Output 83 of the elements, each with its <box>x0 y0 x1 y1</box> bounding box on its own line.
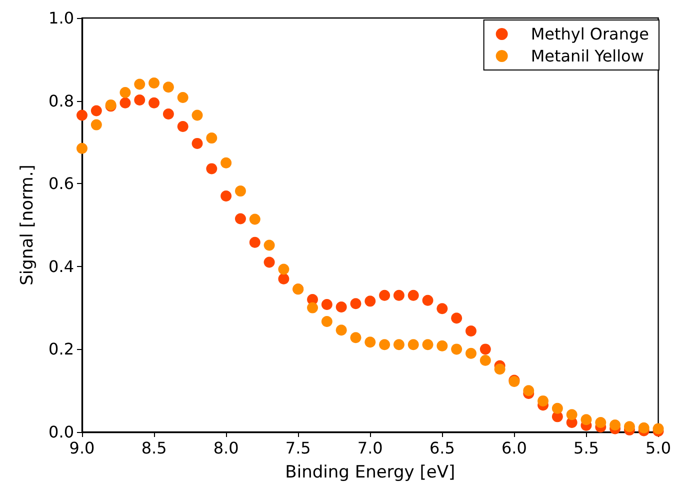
y-tick-label: 0.4 <box>48 256 74 276</box>
x-tick-label: 6.5 <box>429 438 455 458</box>
point <box>538 395 549 406</box>
point <box>148 78 160 88</box>
point <box>408 339 419 350</box>
point <box>595 416 606 428</box>
point <box>206 132 218 144</box>
point <box>120 87 131 98</box>
y-tick-label: 0.6 <box>48 174 74 194</box>
point <box>134 94 146 106</box>
point <box>364 296 376 307</box>
x-tick-label: 9.0 <box>69 438 95 458</box>
point <box>566 409 578 420</box>
point <box>162 108 174 120</box>
point <box>206 163 218 174</box>
point <box>234 186 246 197</box>
point <box>624 421 635 432</box>
x-tick-label: 8.5 <box>141 438 167 458</box>
point <box>192 138 203 149</box>
point <box>321 298 332 310</box>
y-tick-label: 0.0 <box>48 422 74 442</box>
point <box>249 236 260 248</box>
y-tick-label: 0.8 <box>48 91 74 110</box>
point <box>321 316 332 327</box>
point <box>264 256 275 268</box>
point <box>364 336 376 348</box>
x-tick-label: 6.0 <box>501 438 527 458</box>
point <box>76 110 88 121</box>
y-tick-label: 1.0 <box>48 8 74 28</box>
point <box>278 273 290 284</box>
point <box>336 301 347 312</box>
point <box>177 92 188 103</box>
point <box>192 110 203 121</box>
point <box>220 157 232 168</box>
point <box>552 402 563 414</box>
point <box>393 339 404 350</box>
point <box>148 97 160 108</box>
x-tick-label: 5.5 <box>574 438 599 458</box>
legend-label: Metanil Yellow <box>530 46 644 66</box>
x-axis-title: Binding Energy [eV] <box>285 462 456 482</box>
point <box>90 105 102 116</box>
point <box>134 78 146 90</box>
point <box>234 213 246 224</box>
point <box>278 264 290 275</box>
point <box>307 302 318 314</box>
point <box>638 422 650 434</box>
x-tick-label: 5.0 <box>646 438 672 458</box>
point <box>480 344 491 355</box>
point <box>580 414 592 426</box>
point <box>451 312 462 324</box>
point <box>408 290 419 301</box>
point <box>220 190 232 202</box>
point <box>466 325 476 336</box>
y-axis-title: Signal [norm.] <box>18 164 38 286</box>
point <box>177 120 188 132</box>
point <box>436 303 448 314</box>
point <box>523 385 534 396</box>
point <box>422 339 434 350</box>
point <box>90 119 102 130</box>
x-tick-label: 7.5 <box>285 438 311 458</box>
y-tick-label: 0.2 <box>48 340 74 359</box>
point <box>466 348 476 359</box>
point <box>120 97 131 108</box>
point <box>451 344 462 355</box>
point <box>336 324 347 336</box>
point <box>422 294 434 306</box>
point <box>162 82 174 93</box>
point <box>652 423 664 434</box>
x-tick-label: 7.0 <box>357 438 383 458</box>
point <box>350 298 362 310</box>
point <box>610 419 621 430</box>
point <box>264 240 275 251</box>
legend-label: Methyl Orange <box>530 24 650 44</box>
point <box>436 340 448 352</box>
x-tick-label: 8.0 <box>213 438 239 458</box>
point <box>393 290 404 301</box>
point <box>480 354 491 366</box>
point <box>379 339 390 350</box>
point <box>76 142 88 154</box>
point <box>350 332 362 344</box>
point <box>249 214 260 225</box>
point <box>379 290 390 301</box>
point <box>494 364 506 375</box>
